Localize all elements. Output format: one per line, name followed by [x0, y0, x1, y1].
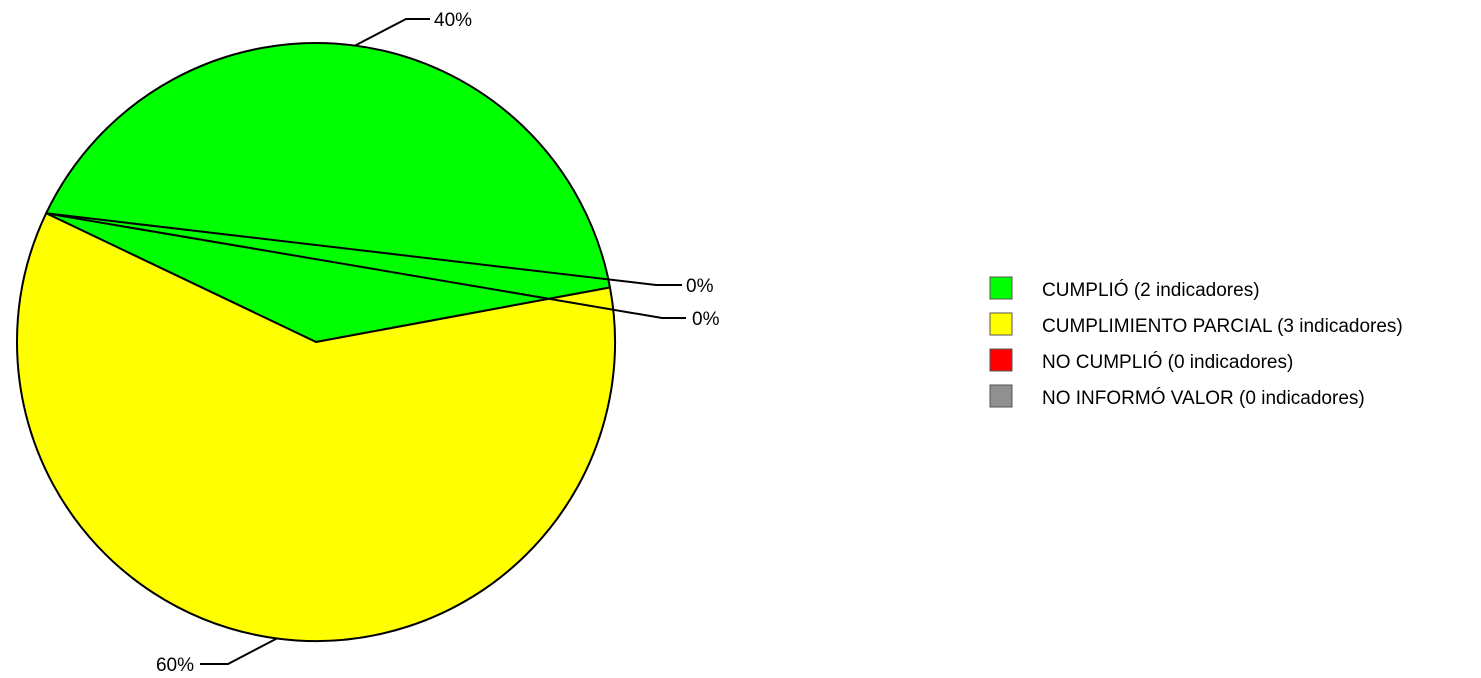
- legend-swatch-3: [989, 384, 1013, 408]
- slice-label-2: 0%: [686, 276, 714, 297]
- pie-slices: [16, 42, 616, 642]
- slice-label-3: 0%: [692, 309, 720, 330]
- legend-label-2: NO CUMPLIÓ (0 indicadores): [1042, 351, 1293, 373]
- leader-line-1: [200, 637, 278, 665]
- pie-slice-1: [16, 212, 616, 642]
- legend-label-1: CUMPLIMIENTO PARCIAL (3 indicadores): [1042, 316, 1403, 337]
- leader-line-0: [354, 18, 430, 47]
- legend-swatch-2: [989, 348, 1013, 372]
- slice-labels: 40% 0% 0% 60%: [45, 10, 720, 676]
- leader-line-2: [45, 212, 682, 286]
- legend-swatch-1: [989, 312, 1013, 336]
- legend-swatch-0: [989, 276, 1013, 300]
- leader-line-3: [45, 212, 686, 319]
- pie-slice-0: [45, 42, 611, 343]
- slice-label-1: 60%: [156, 655, 194, 676]
- legend: CUMPLIÓ (2 indicadores) CUMPLIMIENTO PARC…: [989, 276, 1403, 409]
- slice-label-0: 40%: [434, 10, 472, 31]
- legend-label-0: CUMPLIÓ (2 indicadores): [1042, 279, 1260, 301]
- legend-label-3: NO INFORMÓ VALOR (0 indicadores): [1042, 387, 1365, 409]
